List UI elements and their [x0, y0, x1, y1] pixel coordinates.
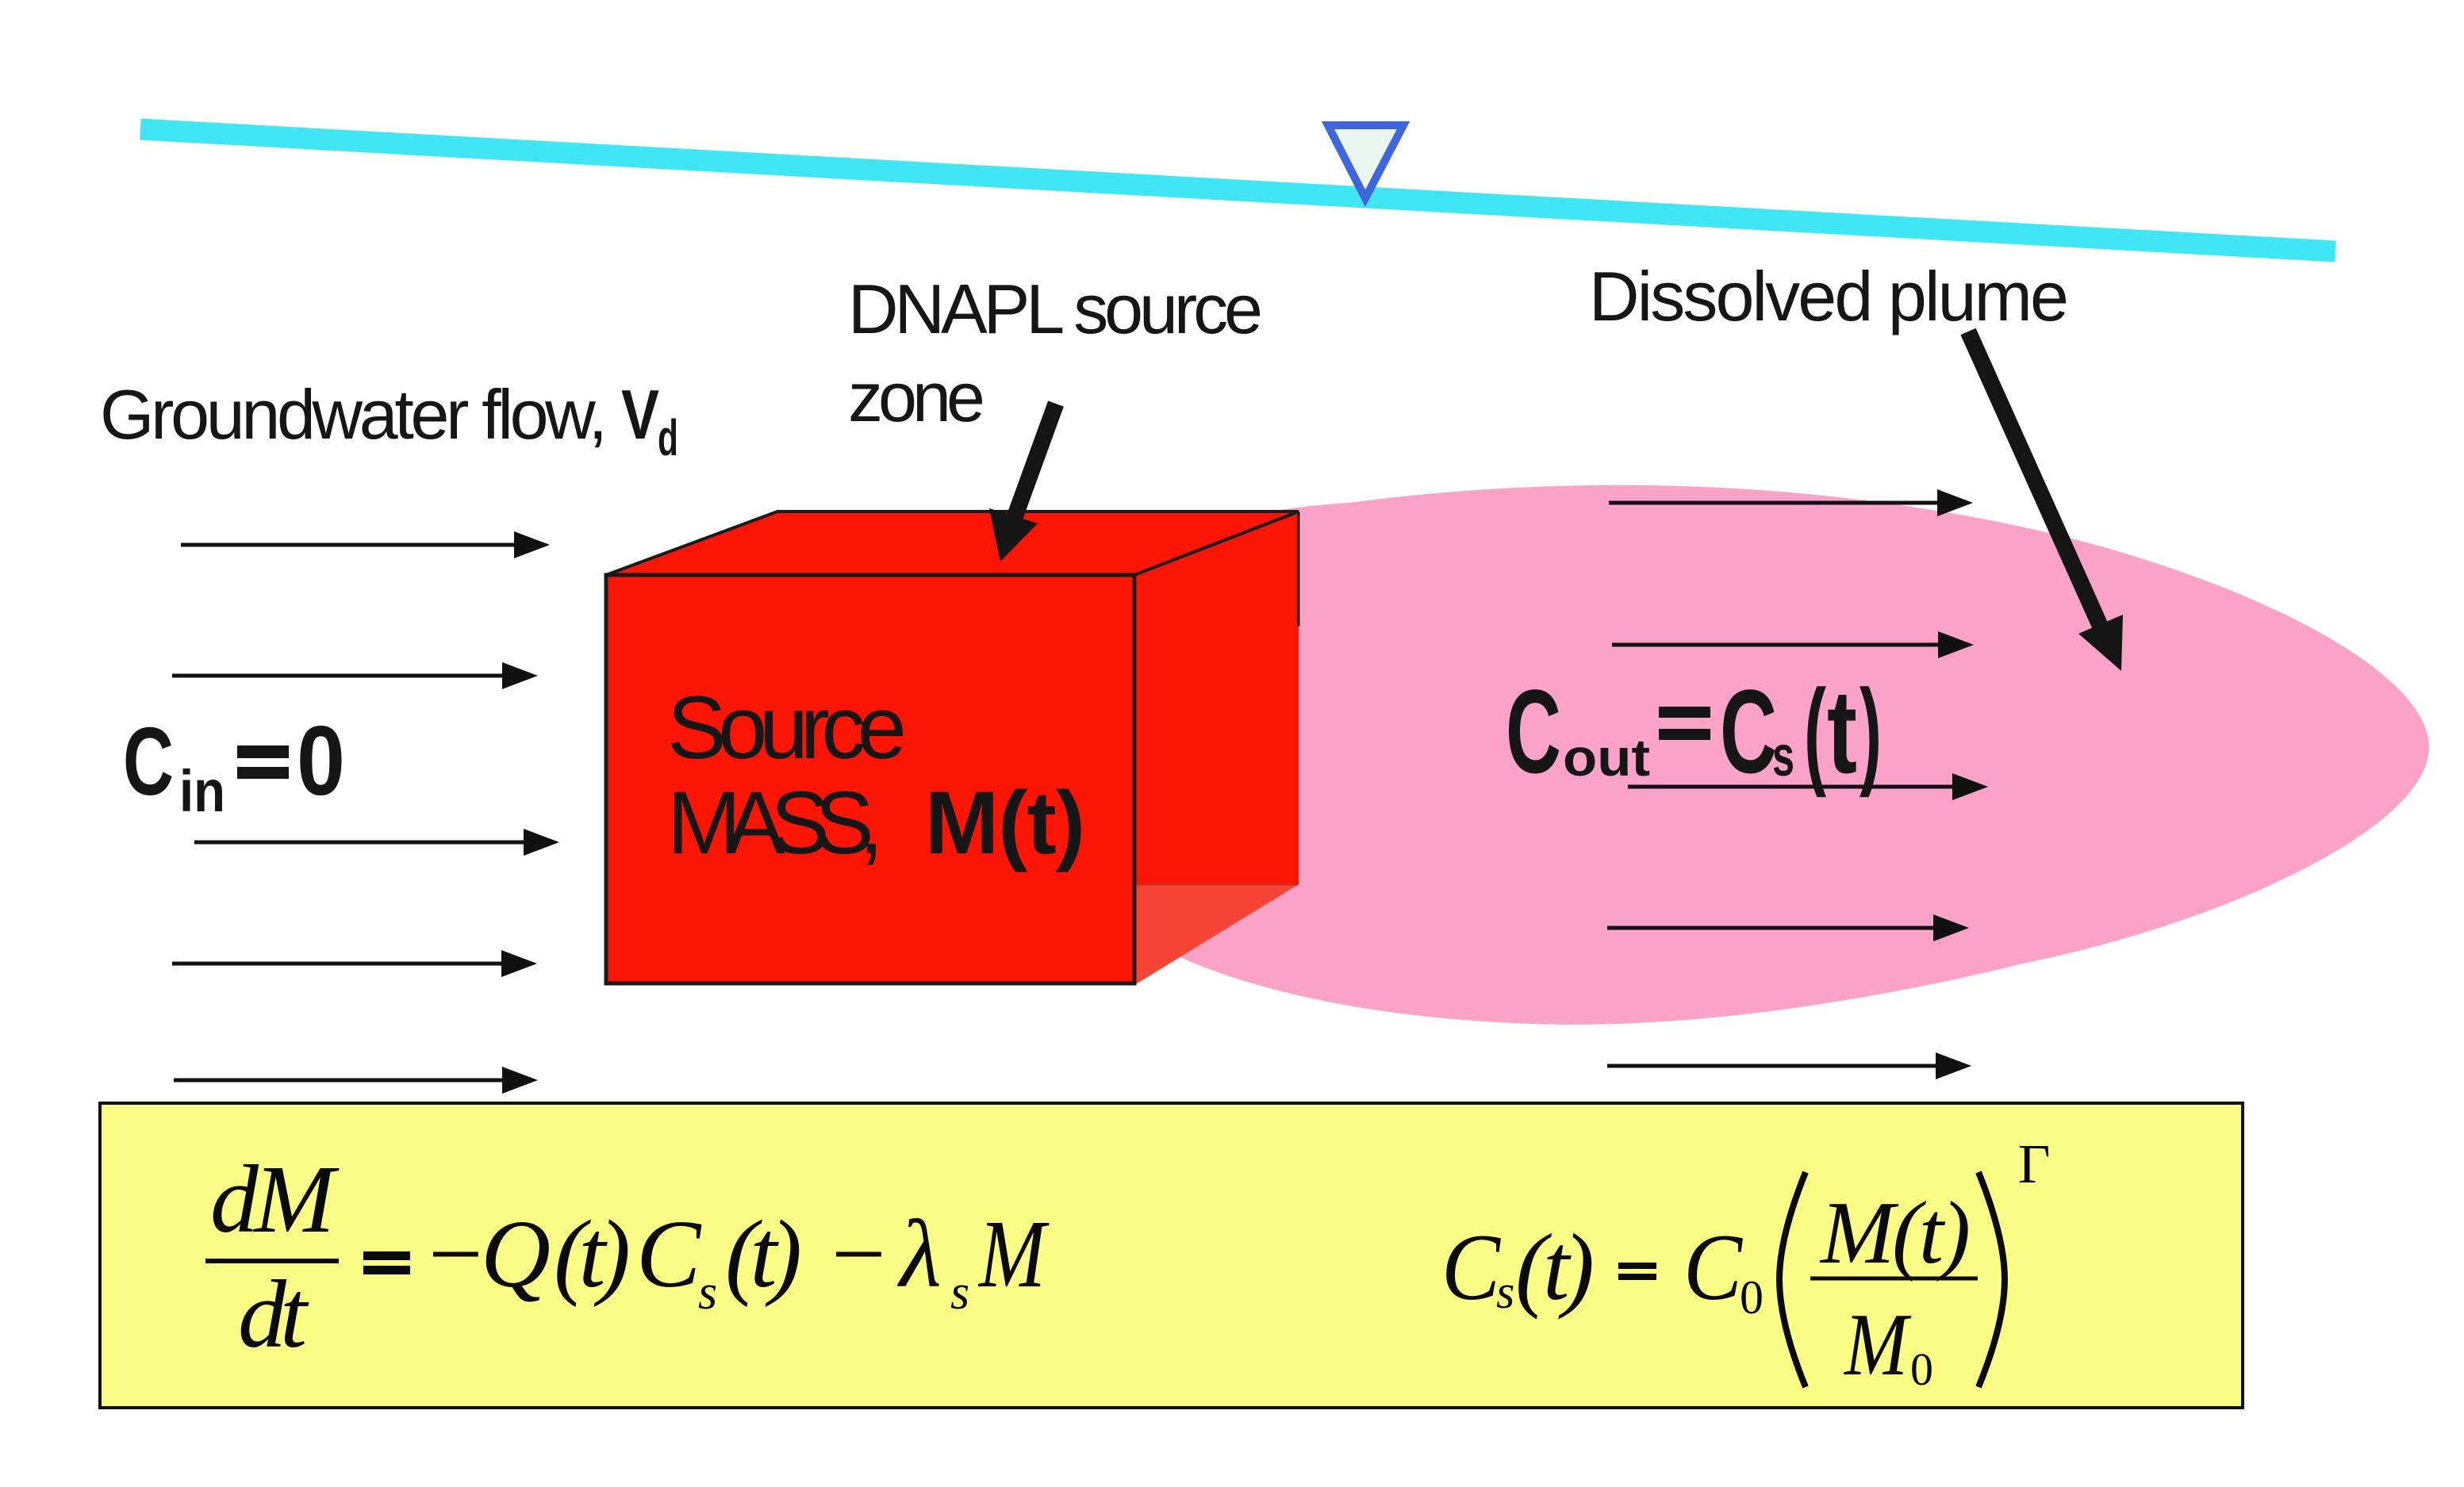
svg-text:out: out	[1563, 728, 1650, 787]
svg-text:C: C	[1441, 1214, 1502, 1320]
svg-text:dt: dt	[238, 1261, 309, 1368]
svg-text:C: C	[636, 1201, 702, 1308]
svg-text:Γ: Γ	[2018, 1134, 2050, 1195]
svg-text:0: 0	[1910, 1343, 1933, 1395]
svg-text:(t): (t)	[725, 1201, 802, 1308]
svg-text:0: 0	[297, 707, 345, 816]
svg-text:Groundwater flow,: Groundwater flow,	[100, 375, 608, 454]
svg-text:DNAPL source: DNAPL source	[848, 270, 1263, 348]
svg-text:M: M	[977, 1201, 1050, 1308]
svg-text:s: s	[950, 1266, 969, 1320]
svg-text:t: t	[1543, 1214, 1572, 1320]
svg-text:C: C	[1683, 1214, 1744, 1320]
svg-text:): )	[1860, 665, 1882, 798]
svg-text:s: s	[1772, 725, 1794, 788]
svg-text:C: C	[1720, 665, 1777, 798]
svg-text:t: t	[1827, 665, 1857, 798]
svg-text:): )	[1558, 1214, 1595, 1320]
svg-text:M(t): M(t)	[1819, 1184, 1971, 1282]
svg-text:C: C	[123, 707, 174, 815]
svg-text:M: M	[1843, 1296, 1912, 1394]
svg-text:V: V	[621, 375, 659, 454]
svg-text:(: (	[1804, 665, 1826, 798]
svg-text:dM: dM	[210, 1146, 340, 1253]
svg-text:−: −	[428, 1201, 483, 1308]
svg-text:Dissolved plume: Dissolved plume	[1589, 257, 2069, 335]
svg-text:Q: Q	[481, 1201, 551, 1308]
svg-text:Source: Source	[667, 678, 907, 777]
svg-text:zone: zone	[848, 358, 985, 436]
svg-text:0: 0	[1740, 1271, 1764, 1324]
svg-text:(t): (t)	[554, 1201, 631, 1308]
svg-text:d: d	[658, 409, 678, 466]
svg-text:(: (	[1515, 1214, 1552, 1320]
svg-text:C: C	[1506, 665, 1561, 798]
svg-text:M(t): M(t)	[925, 773, 1085, 872]
svg-text:MASS,: MASS,	[667, 773, 884, 872]
svg-text:−: −	[831, 1201, 886, 1308]
svg-text:in: in	[179, 758, 225, 824]
svg-text:λ: λ	[897, 1201, 942, 1308]
svg-text:s: s	[1496, 1266, 1514, 1318]
svg-text:s: s	[698, 1266, 717, 1320]
